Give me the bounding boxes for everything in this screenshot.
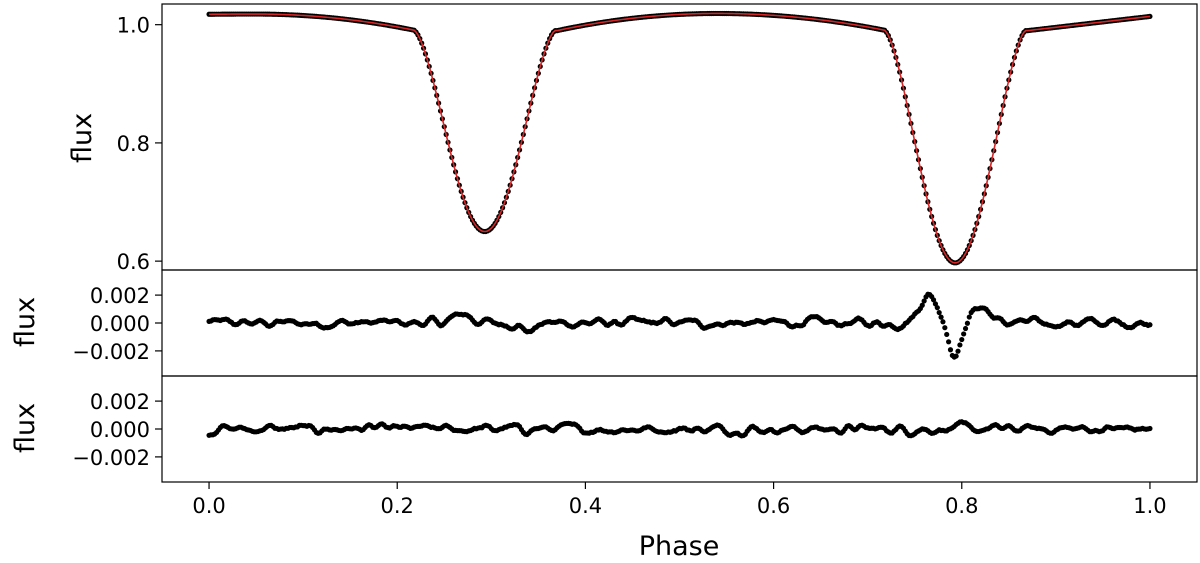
y-tick-label: −0.002 [72,446,150,470]
residuals-panel-1: −0.002 0.000 0.002 [72,284,1153,364]
ylabel-light-curve: flux [67,113,98,163]
xlabel-phase: Phase [639,531,720,562]
y-tick-label: 1.0 [117,14,150,38]
residual-point [944,331,950,338]
residual-point [964,320,971,326]
x-tick-label: 0.2 [381,494,414,518]
residual-point [953,353,959,359]
residual-point [947,347,954,353]
residual-point [921,298,927,304]
model-line [209,12,1151,264]
ylabel-residuals-1: flux [10,297,41,347]
y-tick-label: 0.000 [90,418,150,442]
y-tick-label: 0.8 [117,132,150,156]
y-tick-label: 0.002 [90,284,150,308]
panel-frame [161,375,1198,483]
y-tick-label: 0.6 [117,250,150,274]
residual-point [1147,322,1153,328]
residual-point [1147,425,1153,432]
residual-point [955,348,961,354]
x-tick-label: 0.8 [945,494,978,518]
residual-point [940,319,946,325]
residuals-panel-2: −0.002 0.000 0.002 [72,390,1153,470]
y-tick-label: 0.000 [90,312,150,336]
residual-point [930,297,937,303]
residual-point [962,325,969,332]
x-tick-label: 0.4 [569,494,602,518]
light-curve-panel: 0.6 0.8 1.0 [117,10,1153,274]
x-tick-label: 0.0 [192,494,225,518]
residual-point [942,325,948,331]
y-tick-label: −0.002 [72,340,150,364]
residual-point [936,309,942,316]
x-tick-label: 0.6 [757,494,790,518]
panel-frames: 0.0 0.2 0.4 0.6 0.8 1.0 [161,3,1198,518]
ylabel-residuals-2: flux [10,403,41,453]
y-tick-label: 0.002 [90,390,150,414]
axis-labels: flux flux flux Phase [10,113,719,562]
residual-point [946,339,952,345]
x-tick-label: 1.0 [1133,494,1166,518]
residual-point [934,305,940,311]
residual-point [966,314,972,320]
residual-point [919,302,925,308]
residual-point [957,342,963,348]
panel-frame [161,3,1198,271]
residual-point [938,314,944,320]
residual-point [961,331,967,337]
residual-point [959,336,965,343]
